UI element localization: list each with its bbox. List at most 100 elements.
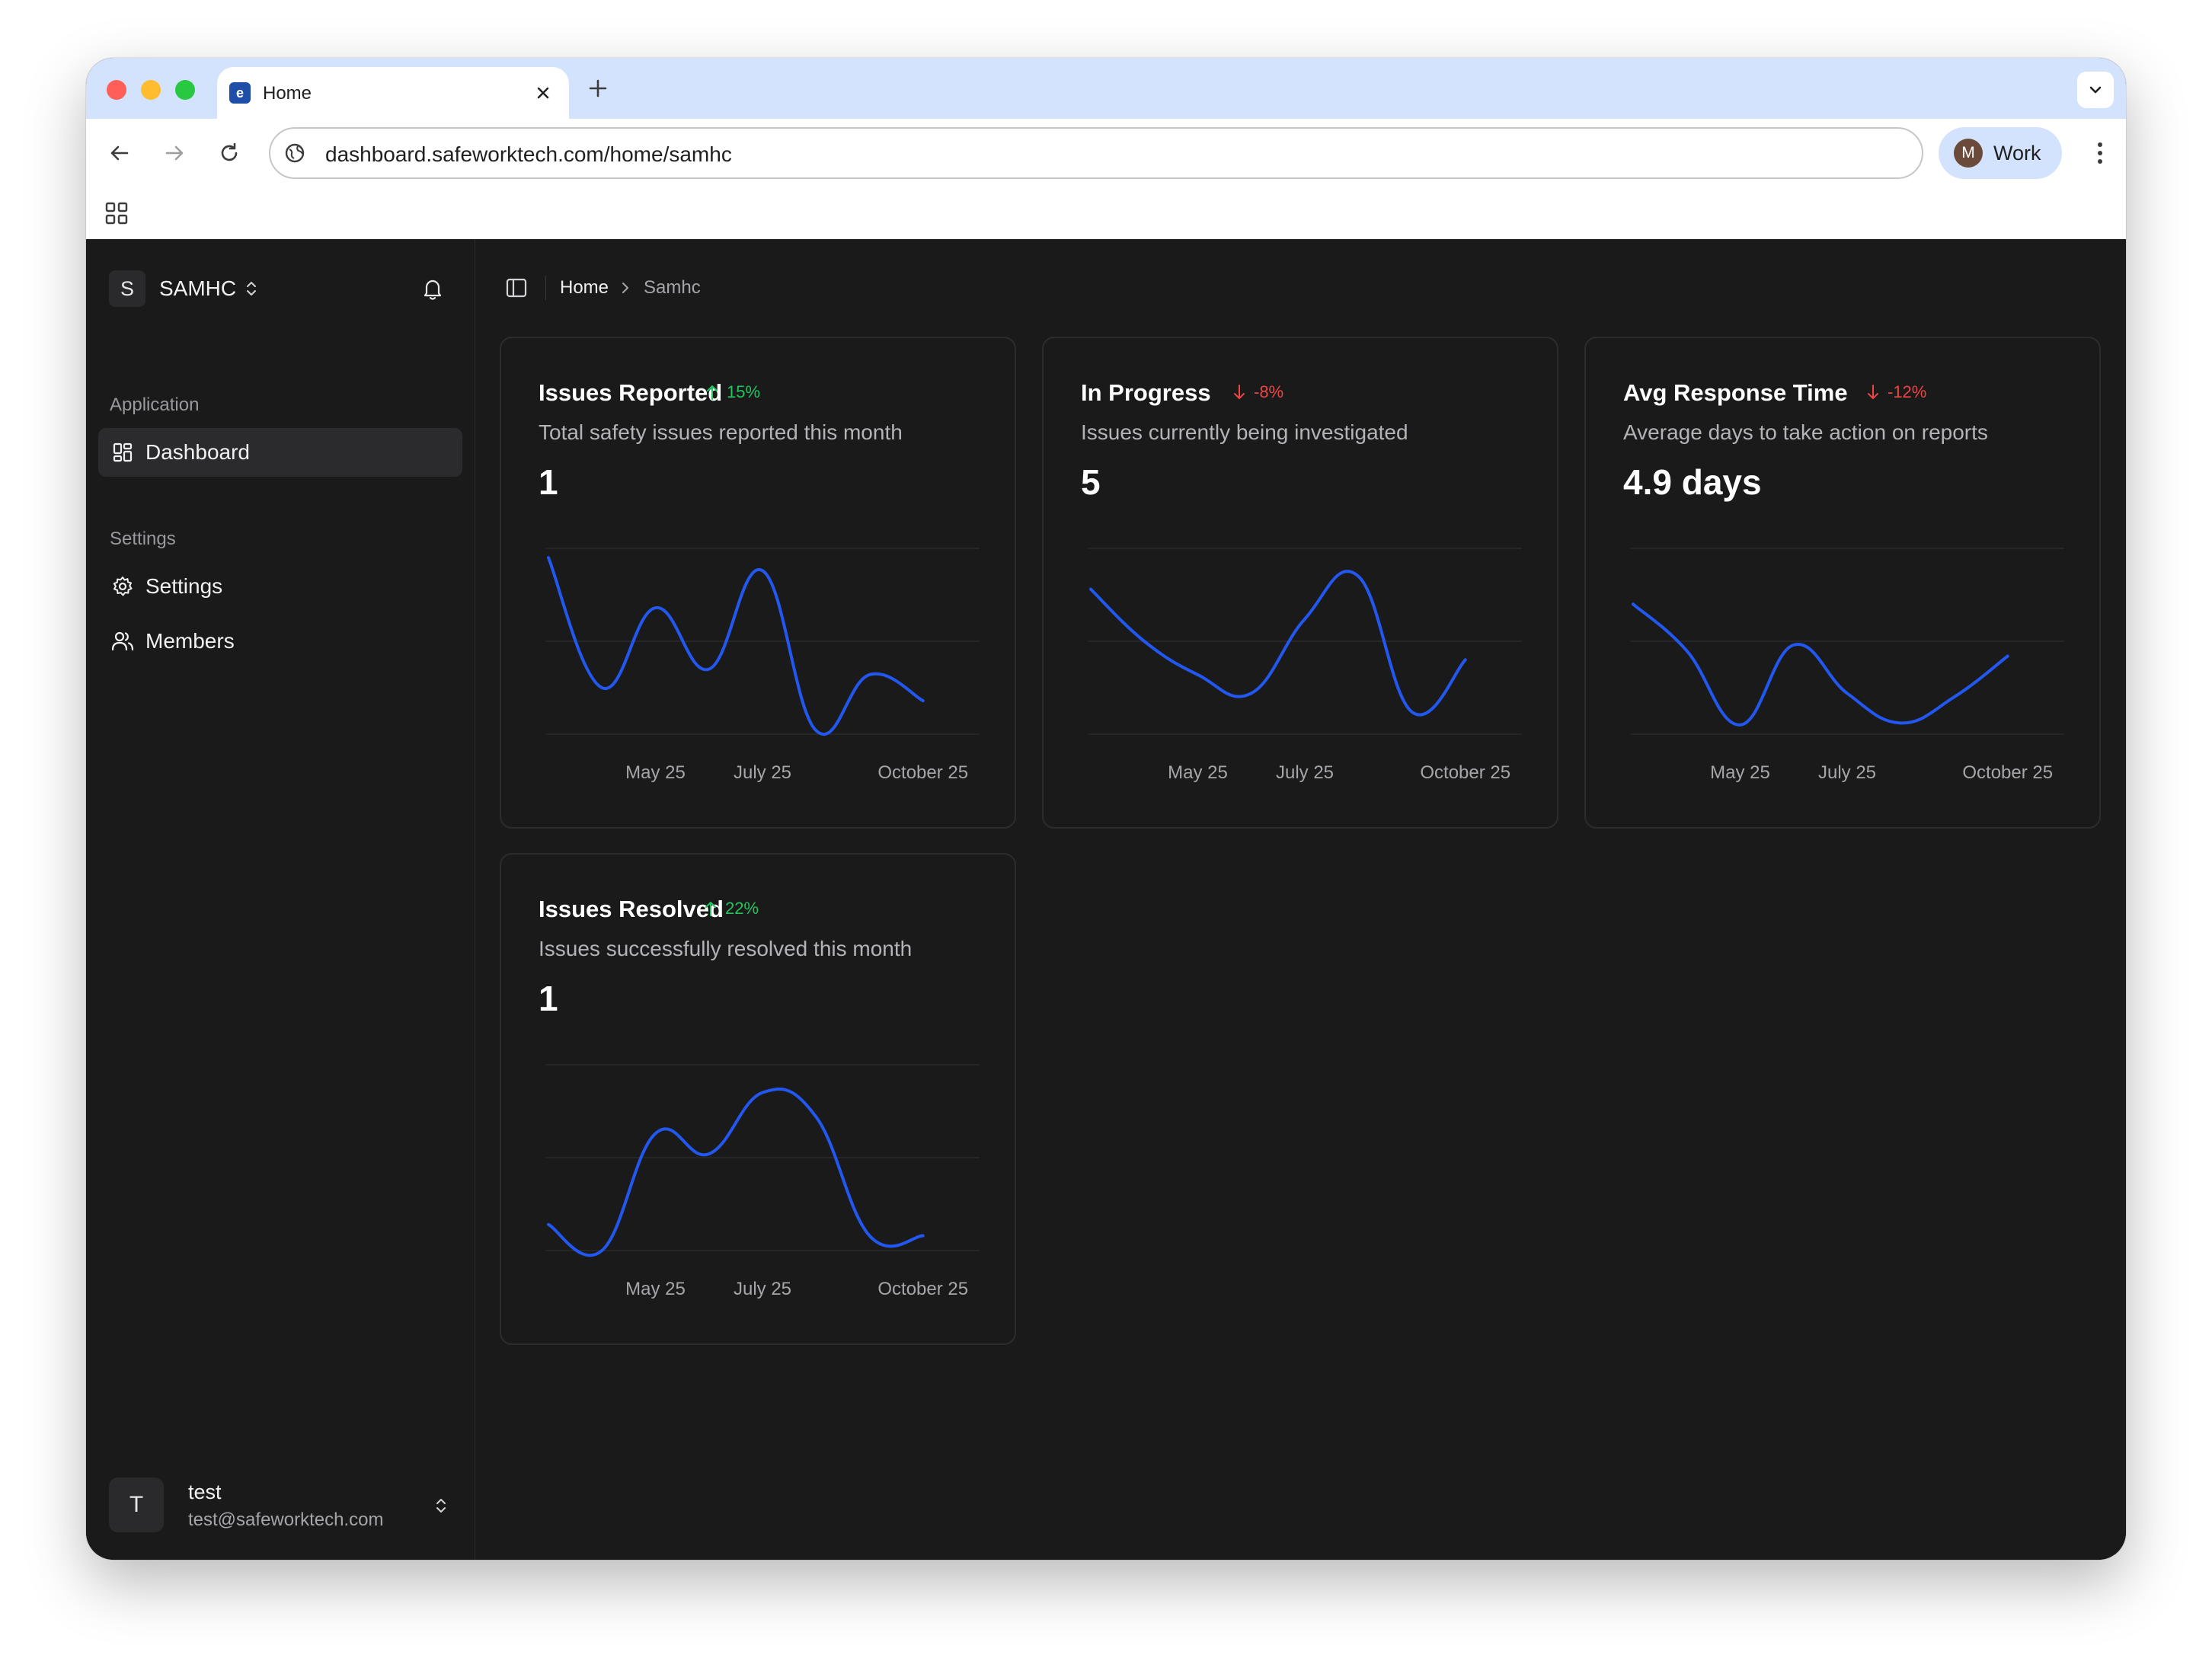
browser-tab[interactable]: e Home: [217, 67, 569, 119]
card-description: Total safety issues reported this month: [539, 420, 903, 444]
card-description: Average days to take action on reports: [1623, 420, 1988, 444]
delta-value: -8%: [1254, 382, 1284, 401]
x-tick-label: October 25: [877, 762, 968, 783]
delta-value: 15%: [727, 382, 761, 401]
sidebar-item-label: Dashboard: [145, 440, 250, 464]
series-line: [1089, 570, 1467, 717]
browser-menu-button[interactable]: [2082, 135, 2118, 171]
tab-title: Home: [263, 83, 312, 104]
gear-icon: [110, 574, 135, 599]
x-tick-label: July 25: [1276, 762, 1334, 783]
user-email: test@safeworktech.com: [188, 1509, 384, 1530]
close-window-button[interactable]: [107, 80, 126, 100]
card-value: 4.9 days: [1623, 462, 1762, 502]
maximize-window-button[interactable]: [175, 80, 195, 100]
favicon-icon: e: [229, 82, 251, 104]
arrow-right-icon: [165, 145, 184, 161]
bell-icon: [424, 280, 442, 300]
plus-icon: [589, 79, 607, 97]
x-tick-label: May 25: [625, 762, 686, 783]
chevron-up-down-icon: [245, 277, 264, 300]
breadcrumb: Home Samhc: [503, 273, 701, 303]
line-chart: May 25 July 25 October 25: [1630, 548, 2064, 783]
delta-badge: -12%: [1866, 382, 1926, 402]
line-chart: May 25 July 25 October 25: [1088, 548, 1522, 783]
profile-avatar: M: [1954, 139, 1983, 168]
more-vertical-icon: [2098, 142, 2102, 164]
x-tick-label: July 25: [734, 1279, 791, 1299]
user-name: test: [188, 1481, 222, 1503]
card-description: Issues successfully resolved this month: [539, 937, 913, 960]
minimize-window-button[interactable]: [141, 80, 161, 100]
metric-card-issues-reported: Issues Reported 15% Total safety issues …: [500, 337, 1016, 829]
users-icon: [110, 629, 135, 653]
chevron-down-icon: [2089, 86, 2102, 94]
address-bar[interactable]: dashboard.safeworktech.com/home/samhc: [269, 127, 1923, 179]
sidebar-item-members[interactable]: Members: [98, 617, 462, 666]
user-menu[interactable]: T test test@safeworktech.com: [109, 1478, 459, 1534]
arrow-up-icon: [704, 900, 718, 917]
chevron-right-icon: [621, 280, 631, 296]
back-button[interactable]: [101, 135, 138, 171]
x-tick-label: May 25: [625, 1279, 686, 1299]
delta-value: -12%: [1888, 382, 1927, 401]
site-info-icon[interactable]: [281, 139, 308, 167]
metric-card-issues-resolved: Issues Resolved 22% Issues successfully …: [500, 853, 1016, 1345]
reload-icon: [221, 142, 238, 161]
sidebar-toggle-icon[interactable]: [503, 274, 530, 302]
forward-button[interactable]: [156, 135, 193, 171]
line-chart: May 25 July 25 October 25: [545, 548, 980, 783]
profile-label: Work: [1993, 142, 2041, 165]
card-title: Issues Reported: [539, 379, 723, 406]
main-content: Home Samhc Issues Reported 15% Total saf…: [475, 239, 2126, 1560]
tab-search-button[interactable]: [2077, 72, 2114, 108]
breadcrumb-home-link[interactable]: Home: [560, 277, 609, 298]
new-tab-button[interactable]: [581, 72, 615, 105]
url-text[interactable]: dashboard.safeworktech.com/home/samhc: [325, 142, 732, 166]
breadcrumb-current: Samhc: [644, 277, 701, 298]
notifications-button[interactable]: [415, 271, 450, 306]
delta-badge: 15%: [705, 382, 760, 402]
tab-strip: e Home: [86, 58, 2126, 119]
dashboard-icon: [110, 440, 135, 465]
sidebar-item-settings[interactable]: Settings: [98, 562, 462, 611]
delta-badge: -8%: [1232, 382, 1283, 402]
series-line: [547, 556, 925, 736]
sidebar: S SAMHC Application Dashboard Settings: [86, 239, 475, 1560]
x-tick-label: October 25: [1420, 762, 1510, 783]
metric-card-avg-response-time: Avg Response Time -12% Average days to t…: [1584, 337, 2101, 829]
arrow-left-icon: [110, 145, 129, 161]
x-tick-label: May 25: [1168, 762, 1228, 783]
close-icon[interactable]: [529, 79, 557, 107]
arrow-down-icon: [1866, 384, 1880, 401]
sidebar-item-label: Settings: [145, 574, 223, 598]
org-avatar: S: [109, 270, 145, 307]
group-label-settings: Settings: [110, 529, 176, 549]
profile-button[interactable]: M Work: [1939, 127, 2062, 179]
line-chart: May 25 July 25 October 25: [545, 1064, 980, 1299]
sidebar-item-dashboard[interactable]: Dashboard: [98, 428, 462, 477]
org-name: SAMHC: [159, 276, 237, 300]
x-tick-label: May 25: [1710, 762, 1770, 783]
x-tick-label: October 25: [877, 1279, 968, 1299]
delta-badge: 22%: [704, 899, 759, 918]
divider: [545, 276, 546, 300]
series-line: [1632, 602, 2009, 727]
chevron-up-down-icon: [435, 1493, 453, 1519]
avatar: T: [109, 1478, 164, 1532]
x-tick-label: July 25: [734, 762, 791, 783]
card-description: Issues currently being investigated: [1081, 420, 1408, 444]
sidebar-item-label: Members: [145, 629, 235, 653]
x-tick-label: July 25: [1818, 762, 1876, 783]
card-value: 1: [539, 462, 558, 502]
metric-card-in-progress: In Progress -8% Issues currently being i…: [1042, 337, 1558, 829]
card-title: Avg Response Time: [1623, 379, 1848, 406]
browser-toolbar: dashboard.safeworktech.com/home/samhc M …: [86, 119, 2126, 187]
app-root: S SAMHC Application Dashboard Settings: [86, 239, 2126, 1560]
apps-grid-icon[interactable]: [101, 198, 132, 228]
card-value: 1: [539, 979, 558, 1018]
org-switcher[interactable]: S SAMHC: [109, 270, 264, 308]
browser-window: e Home dashboard.safeworktech.com/hom: [86, 58, 2126, 1560]
bookmarks-bar: [86, 187, 2126, 239]
reload-button[interactable]: [211, 135, 248, 171]
